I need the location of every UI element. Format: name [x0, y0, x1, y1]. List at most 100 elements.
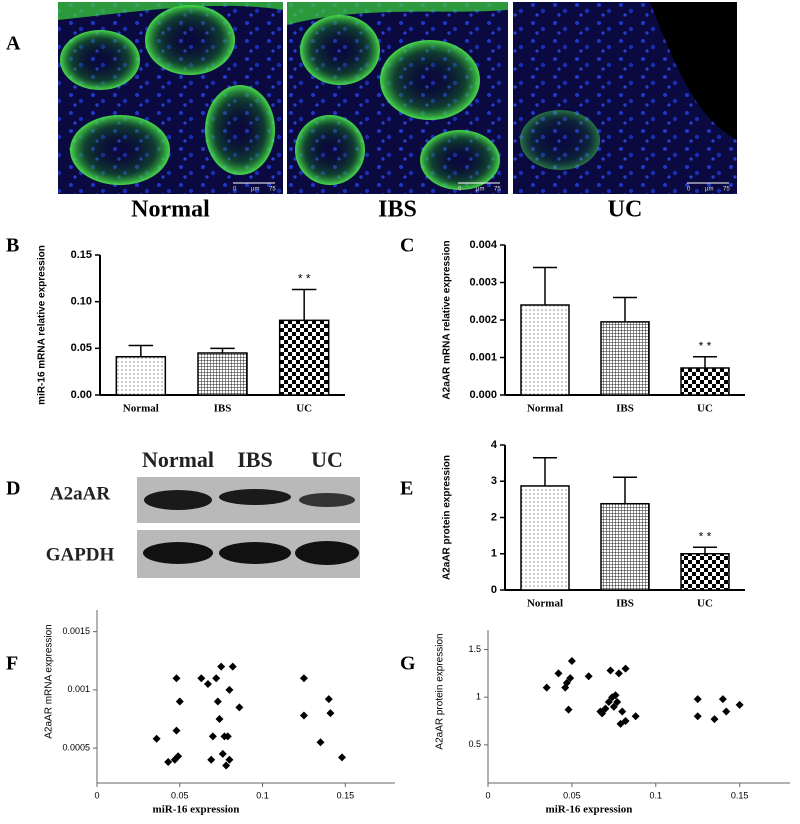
scale-bar-label: 0 — [233, 187, 237, 193]
x-tick-label: 0.05 — [563, 790, 581, 800]
x-tick-label: IBS — [616, 598, 634, 610]
y-tick-label: 0.05 — [71, 342, 92, 354]
scale-bar-label: µm — [251, 187, 259, 193]
bar — [520, 485, 570, 591]
x-tick-label: 0.15 — [731, 790, 749, 800]
point — [338, 753, 347, 762]
y-tick-label: 0.5 — [468, 739, 481, 749]
point — [606, 666, 615, 675]
panel-label: E — [400, 478, 413, 500]
point — [621, 717, 630, 726]
point — [613, 697, 622, 706]
point — [601, 704, 610, 713]
point — [735, 700, 744, 709]
bar — [600, 321, 650, 396]
micrograph-label: Normal — [131, 197, 210, 223]
point — [299, 674, 308, 683]
y-tick-label: 1.5 — [468, 644, 481, 654]
y-tick-label: 0.003 — [469, 276, 497, 288]
x-tick-label: UC — [296, 403, 312, 415]
point — [604, 697, 613, 706]
bar — [600, 502, 650, 591]
point — [299, 711, 308, 720]
annotation: * * — [699, 529, 712, 543]
x-tick-label: 0.1 — [256, 790, 269, 800]
bar — [115, 355, 167, 396]
x-tick-label: 0.05 — [171, 790, 189, 800]
point — [542, 683, 551, 692]
y-tick-label: 0.001 — [67, 684, 90, 694]
bar — [520, 304, 570, 396]
y-tick-label: 0.10 — [71, 296, 92, 308]
y-tick-label: 1 — [476, 692, 481, 702]
point — [631, 712, 640, 721]
scale-bar-label: 75 — [723, 187, 730, 193]
micrograph — [513, 2, 737, 194]
y-tick-label: 0.002 — [469, 314, 497, 326]
x-tick-label: IBS — [214, 403, 232, 415]
point — [197, 674, 206, 683]
point — [207, 755, 216, 764]
y-axis-label: A2aAR protein expression — [435, 633, 446, 749]
y-tick-label: 1 — [491, 548, 497, 560]
annotation: * * — [699, 339, 712, 353]
y-axis-label: A2aAR protein expression — [442, 455, 453, 580]
scale-bar-label: µm — [476, 187, 484, 193]
point — [174, 752, 183, 761]
point — [611, 691, 620, 700]
y-axis-label: A2aAR mRNA expression — [44, 624, 55, 739]
point — [235, 703, 244, 712]
y-tick-label: 0.001 — [469, 351, 497, 363]
point — [693, 712, 702, 721]
y-tick-label: 3 — [491, 475, 497, 487]
x-axis-label: miR-16 expression — [153, 804, 240, 816]
point — [693, 695, 702, 704]
x-tick-label: 0.1 — [650, 790, 663, 800]
point — [316, 738, 325, 747]
y-axis-label: A2aAR mRNA relative expression — [442, 240, 453, 399]
bar — [197, 352, 248, 396]
point — [609, 702, 618, 711]
y-tick-label: 0 — [491, 584, 497, 596]
scale-bar-label: µm — [705, 187, 713, 193]
x-axis-label: miR-16 expression — [546, 804, 633, 816]
point — [152, 734, 161, 743]
point — [614, 669, 623, 678]
point — [203, 680, 212, 689]
x-tick-label: 0.15 — [337, 790, 355, 800]
annotation: * * — [298, 272, 311, 286]
x-tick-label: 0 — [94, 790, 99, 800]
micrograph-label: IBS — [378, 197, 417, 223]
micrograph — [287, 2, 508, 194]
point — [172, 726, 181, 735]
point — [175, 697, 184, 706]
scale-bar-label: 75 — [494, 187, 501, 193]
y-tick-label: 2 — [491, 511, 497, 523]
panel-label: B — [6, 235, 19, 257]
micrograph — [58, 2, 283, 194]
y-tick-label: 0.0015 — [62, 626, 90, 636]
point — [562, 678, 571, 687]
scale-bar-label: 75 — [269, 187, 276, 193]
point — [710, 715, 719, 724]
row-label: GAPDH — [46, 544, 115, 565]
lane-label: UC — [311, 447, 343, 472]
panel-label: D — [6, 478, 20, 500]
y-axis-label: miR-16 mRNA relative expression — [37, 245, 48, 405]
x-tick-label: Normal — [123, 403, 159, 415]
point — [212, 674, 221, 683]
point — [225, 755, 234, 764]
panel-label: G — [400, 653, 416, 675]
panel-label: A — [6, 33, 21, 55]
point — [618, 707, 627, 716]
static-layer — [58, 2, 737, 578]
point — [584, 672, 593, 681]
point — [718, 695, 727, 704]
point — [208, 732, 217, 741]
x-tick-label: UC — [697, 598, 713, 610]
point — [566, 674, 575, 683]
point — [164, 758, 173, 767]
y-tick-label: 0.004 — [469, 239, 497, 251]
point — [223, 732, 232, 741]
